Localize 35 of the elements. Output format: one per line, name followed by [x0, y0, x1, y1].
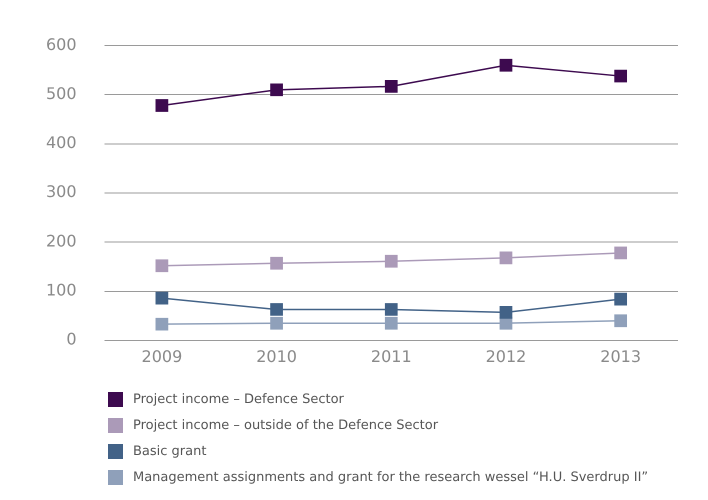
point: [156, 292, 168, 305]
x-tick-label: 2013: [600, 347, 642, 366]
x-tick-label: 2009: [142, 347, 182, 366]
point: [156, 318, 168, 331]
point: [500, 306, 512, 319]
point: [500, 58, 512, 72]
y-tick-label: 500: [46, 84, 77, 103]
point: [270, 83, 283, 96]
y-tick-label: 400: [46, 133, 77, 152]
legend-label: Basic grant: [133, 444, 206, 458]
x-tick-label: 2012: [486, 347, 526, 366]
point: [614, 314, 628, 328]
legend-label: Management assignments and grant for the research wessel “H.U. Sverdrup II”: [133, 470, 648, 484]
point: [156, 259, 168, 272]
y-tick-label: 300: [46, 182, 77, 202]
point: [156, 99, 168, 112]
point: [270, 316, 283, 330]
y-tick-label: 0: [66, 330, 77, 349]
point: [384, 303, 398, 316]
point: [614, 292, 628, 306]
point: [270, 303, 283, 316]
point: [384, 254, 398, 268]
point: [270, 256, 283, 270]
y-tick-label: 200: [46, 231, 77, 250]
legend-label: Project income – outside of the Defence Sector: [133, 418, 438, 432]
x-tick-label: 2010: [256, 347, 297, 366]
point: [614, 70, 628, 82]
point: [384, 80, 398, 93]
x-tick-label: 2011: [370, 347, 412, 366]
point: [500, 251, 512, 264]
y-tick-label: 600: [46, 34, 77, 54]
legend-label: Project income – Defence Sector: [133, 392, 344, 406]
point: [614, 246, 628, 260]
y-tick-label: 100: [46, 280, 77, 300]
point: [384, 316, 398, 330]
